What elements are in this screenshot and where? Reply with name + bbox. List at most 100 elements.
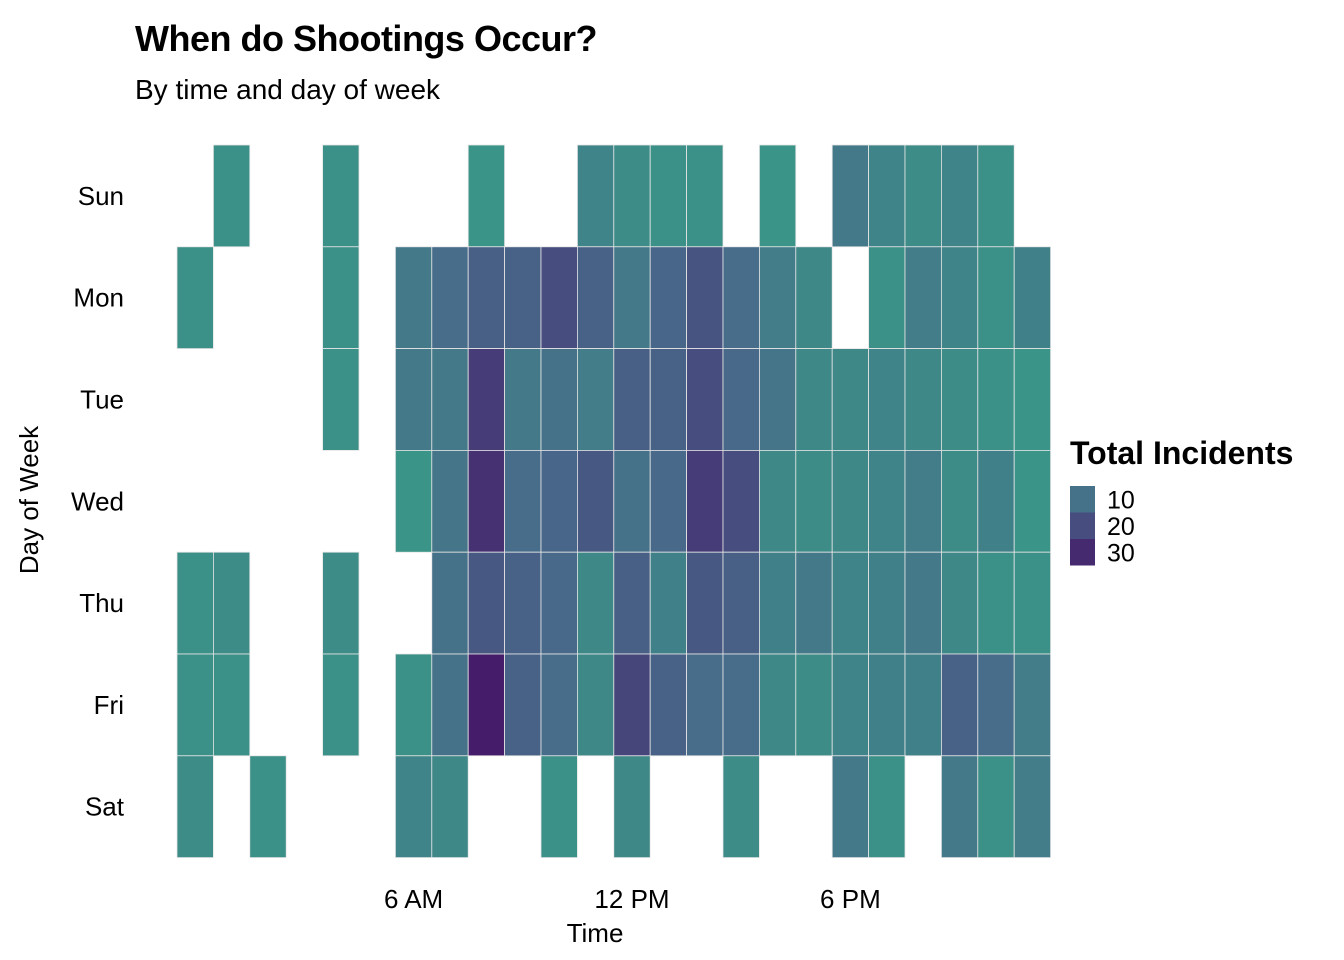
heatmap-cell-thu-h19 bbox=[868, 551, 906, 655]
y-tick-label-sun: Sun bbox=[78, 181, 124, 211]
heatmap-cell-sun-h8 bbox=[467, 144, 506, 248]
heatmap-cell-wed-h9 bbox=[504, 449, 542, 553]
heatmap-cell-wed-h23 bbox=[1013, 449, 1052, 553]
heatmap-cell-tue-h7 bbox=[431, 348, 469, 451]
heatmap-cell-wed-h11 bbox=[577, 449, 615, 553]
heatmap-cell-wed-h13 bbox=[649, 449, 688, 553]
heatmap-cell-fri-h13 bbox=[649, 653, 688, 757]
heatmap-cell-tue-h9 bbox=[504, 348, 542, 451]
heatmap-cell-wed-h14 bbox=[686, 449, 724, 553]
heatmap-cell-tue-h22 bbox=[977, 348, 1015, 451]
heatmap-cell-thu-h12 bbox=[613, 551, 651, 655]
heatmap-cell-sat-h2 bbox=[249, 755, 287, 858]
heatmap-cell-mon-h4 bbox=[322, 246, 360, 350]
heatmap-cell-wed-h17 bbox=[795, 449, 833, 553]
heatmap-cell-sat-h0 bbox=[176, 755, 214, 858]
heatmap-cell-mon-h12 bbox=[613, 246, 651, 350]
heatmap-cell-sun-h12 bbox=[613, 144, 651, 248]
legend-title: Total Incidents bbox=[1070, 435, 1293, 471]
heatmap-cell-fri-h10 bbox=[540, 653, 578, 757]
heatmap-cell-wed-h7 bbox=[431, 449, 469, 553]
x-tick-label-12: 12 PM bbox=[594, 884, 669, 914]
heatmap-cell-sun-h11 bbox=[577, 144, 615, 248]
heatmap-cell-mon-h9 bbox=[504, 246, 542, 350]
heatmap-cell-mon-h19 bbox=[868, 246, 906, 350]
y-axis-ticks: Sun Mon Tue Wed Thu Fri Sat bbox=[71, 181, 125, 822]
heatmap-cell-wed-h21 bbox=[941, 449, 979, 553]
heatmap-cell-thu-h17 bbox=[795, 551, 833, 655]
heatmap-cell-tue-h20 bbox=[904, 348, 942, 451]
heatmap-cell-tue-h21 bbox=[941, 348, 979, 451]
heatmap-cell-fri-h9 bbox=[504, 653, 542, 757]
heatmap-cell-fri-h23 bbox=[1013, 653, 1052, 757]
heatmap-cell-sun-h21 bbox=[941, 144, 979, 248]
y-tick-label-sat: Sat bbox=[85, 792, 125, 822]
heatmap-cell-fri-h22 bbox=[977, 653, 1015, 757]
heatmap-cell-fri-h17 bbox=[795, 653, 833, 757]
heatmap-cell-wed-h10 bbox=[540, 449, 578, 553]
heatmap-cell-tue-h6 bbox=[394, 348, 433, 451]
x-axis-ticks: 6 AM 12 PM 6 PM bbox=[384, 884, 881, 914]
heatmap-cell-fri-h12 bbox=[613, 653, 651, 757]
heatmap-cells bbox=[176, 144, 1052, 858]
y-tick-label-mon: Mon bbox=[73, 283, 124, 313]
heatmap-cell-thu-h16 bbox=[759, 551, 797, 655]
heatmap-cell-thu-h1 bbox=[212, 551, 251, 655]
heatmap-cell-sat-h19 bbox=[868, 755, 906, 858]
y-tick-label-tue: Tue bbox=[80, 385, 124, 415]
heatmap-cell-thu-h22 bbox=[977, 551, 1015, 655]
heatmap-cell-mon-h13 bbox=[649, 246, 688, 350]
heatmap-cell-tue-h11 bbox=[577, 348, 615, 451]
legend-label-10: 10 bbox=[1107, 486, 1135, 514]
heatmap-cell-mon-h20 bbox=[904, 246, 942, 350]
heatmap-cell-mon-h21 bbox=[941, 246, 979, 350]
heatmap-cell-wed-h8 bbox=[467, 449, 506, 553]
heatmap-cell-sun-h14 bbox=[686, 144, 724, 248]
heatmap-cell-wed-h15 bbox=[722, 449, 760, 553]
heatmap-cell-thu-h7 bbox=[431, 551, 469, 655]
heatmap-cell-thu-h21 bbox=[941, 551, 979, 655]
heatmap-cell-mon-h11 bbox=[577, 246, 615, 350]
heatmap-cell-wed-h12 bbox=[613, 449, 651, 553]
heatmap-cell-fri-h0 bbox=[176, 653, 214, 757]
heatmap-cell-wed-h18 bbox=[831, 449, 870, 553]
heatmap-cell-thu-h14 bbox=[686, 551, 724, 655]
heatmap-cell-mon-h17 bbox=[795, 246, 833, 350]
heatmap-cell-sat-h10 bbox=[540, 755, 578, 858]
heatmap-cell-fri-h1 bbox=[212, 653, 251, 757]
heatmap-cell-mon-h23 bbox=[1013, 246, 1052, 350]
y-tick-label-fri: Fri bbox=[94, 690, 124, 720]
heatmap-cell-fri-h14 bbox=[686, 653, 724, 757]
heatmap-cell-sun-h4 bbox=[322, 144, 360, 248]
heatmap-cell-tue-h4 bbox=[322, 348, 360, 451]
legend-swatch-20 bbox=[1070, 512, 1095, 539]
heatmap-cell-mon-h15 bbox=[722, 246, 760, 350]
heatmap-cell-sun-h1 bbox=[212, 144, 251, 248]
heatmap-cell-sat-h15 bbox=[722, 755, 760, 858]
x-tick-label-6: 6 AM bbox=[384, 884, 443, 914]
heatmap-cell-fri-h4 bbox=[322, 653, 360, 757]
heatmap-cell-fri-h15 bbox=[722, 653, 760, 757]
heatmap-cell-fri-h8 bbox=[467, 653, 506, 757]
heatmap-cell-thu-h18 bbox=[831, 551, 870, 655]
heatmap-cell-sat-h12 bbox=[613, 755, 651, 858]
legend-swatch-10 bbox=[1070, 486, 1095, 513]
heatmap-cell-mon-h8 bbox=[467, 246, 506, 350]
heatmap-cell-sat-h21 bbox=[941, 755, 979, 858]
heatmap-cell-mon-h6 bbox=[394, 246, 433, 350]
heatmap-cell-tue-h14 bbox=[686, 348, 724, 451]
heatmap-cell-mon-h16 bbox=[759, 246, 797, 350]
heatmap-cell-fri-h21 bbox=[941, 653, 979, 757]
heatmap-cell-sun-h19 bbox=[868, 144, 906, 248]
chart-subtitle: By time and day of week bbox=[135, 74, 441, 105]
heatmap-cell-sun-h22 bbox=[977, 144, 1015, 248]
heatmap-cell-sun-h20 bbox=[904, 144, 942, 248]
heatmap-cell-thu-h10 bbox=[540, 551, 578, 655]
x-axis-title: Time bbox=[567, 918, 624, 948]
heatmap-cell-mon-h7 bbox=[431, 246, 469, 350]
heatmap-cell-thu-h13 bbox=[649, 551, 688, 655]
heatmap-cell-mon-h22 bbox=[977, 246, 1015, 350]
heatmap-cell-sat-h23 bbox=[1013, 755, 1052, 858]
heatmap-cell-mon-h0 bbox=[176, 246, 214, 350]
heatmap-cell-sun-h16 bbox=[759, 144, 797, 248]
